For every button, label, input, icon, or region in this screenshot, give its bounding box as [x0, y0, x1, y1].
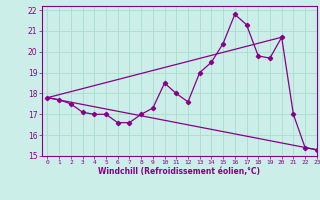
X-axis label: Windchill (Refroidissement éolien,°C): Windchill (Refroidissement éolien,°C) [98, 167, 260, 176]
